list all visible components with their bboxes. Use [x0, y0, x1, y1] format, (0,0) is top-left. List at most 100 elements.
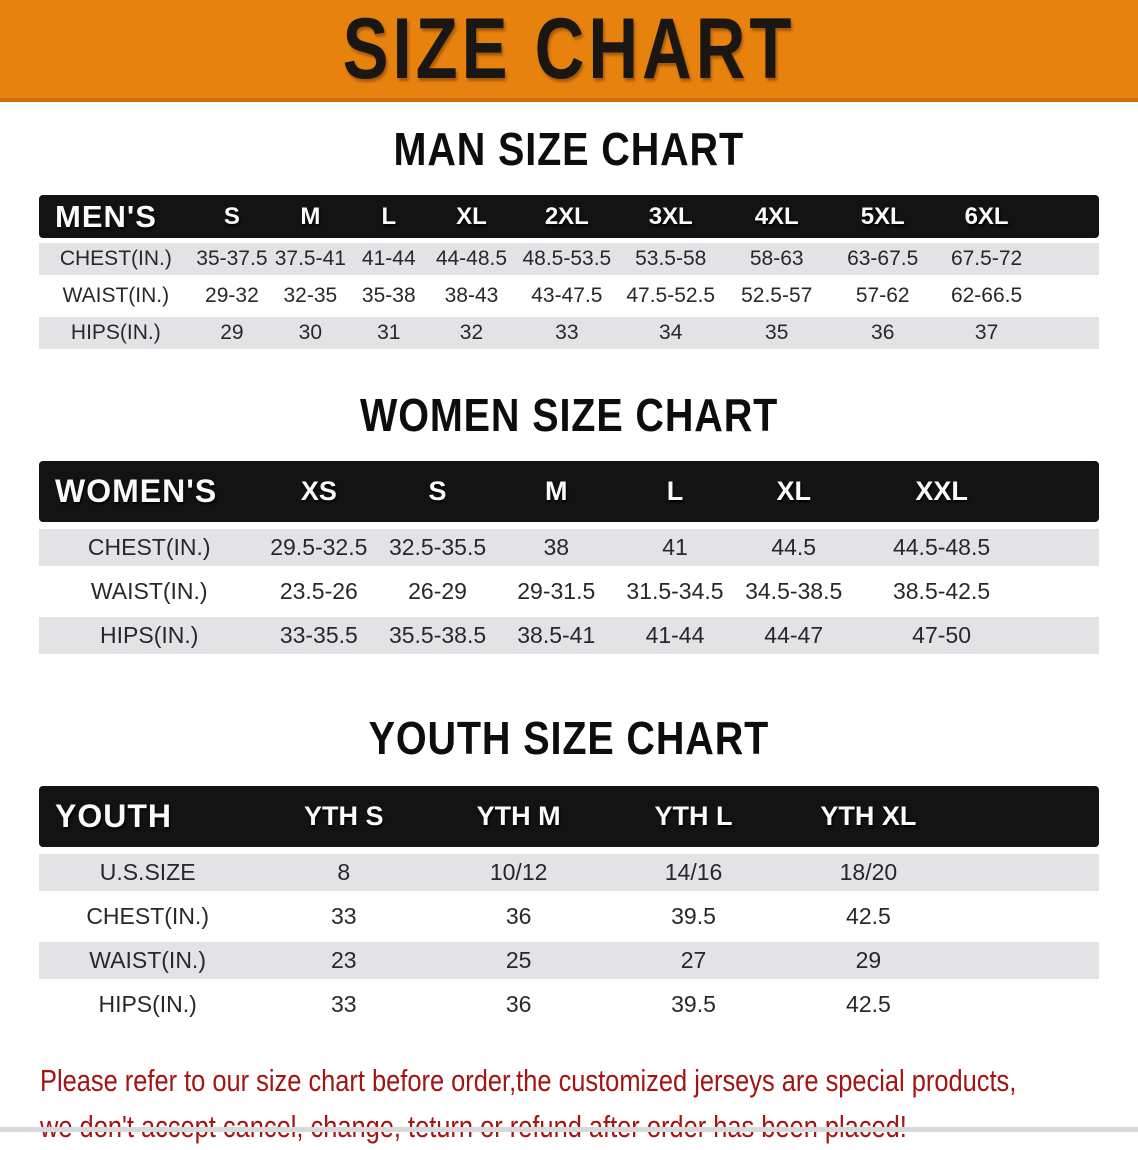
row-label: CHEST(IN.) [39, 529, 259, 566]
youth-group-label: YOUTH [39, 786, 256, 847]
measurement-value: 29 [193, 317, 271, 349]
size-column-header: 4XL [723, 195, 831, 238]
measurement-value: 41-44 [350, 243, 428, 275]
measurement-value: 57-62 [831, 280, 935, 312]
measurement-value: 34.5-38.5 [734, 573, 853, 610]
measurement-value: 44-47 [734, 617, 853, 654]
measurement-value: 38.5-42.5 [853, 573, 1030, 610]
banner-title: SIZE CHART [343, 0, 796, 99]
disclaimer-line-1: Please refer to our size chart before or… [40, 1058, 940, 1104]
size-column-header: 3XL [619, 195, 723, 238]
men-group-label: MEN'S [39, 195, 193, 238]
header-filler-cell [1030, 461, 1099, 522]
measurement-value: 62-66.5 [935, 280, 1039, 312]
measurement-value: 35-38 [350, 280, 428, 312]
measurement-value: 37 [935, 317, 1039, 349]
row-filler-cell [956, 986, 1099, 1023]
measurement-value: 47.5-52.5 [619, 280, 723, 312]
measurement-value: 34 [619, 317, 723, 349]
row-filler-cell [1030, 573, 1099, 610]
youth-section-heading: YOUTH SIZE CHART [0, 713, 1138, 763]
men-section-heading: MAN SIZE CHART [0, 124, 1138, 174]
row-label: U.S.SIZE [39, 854, 256, 891]
row-filler-cell [956, 942, 1099, 979]
row-filler-cell [1030, 529, 1099, 566]
measurement-value: 33 [256, 986, 431, 1023]
measurement-value: 31 [350, 317, 428, 349]
size-column-header: S [378, 461, 497, 522]
size-column-header: L [616, 461, 735, 522]
row-label: WAIST(IN.) [39, 573, 259, 610]
size-column-header: YTH S [256, 786, 431, 847]
row-label: WAIST(IN.) [39, 942, 256, 979]
disclaimer-text: Please refer to our size chart before or… [40, 1058, 1138, 1150]
size-column-header: 2XL [515, 195, 619, 238]
measurement-value: 39.5 [606, 898, 781, 935]
measurement-value: 41-44 [616, 617, 735, 654]
measurement-value: 39.5 [606, 986, 781, 1023]
measurement-value: 38 [497, 529, 616, 566]
measurement-value: 32.5-35.5 [378, 529, 497, 566]
measurement-value: 18/20 [781, 854, 956, 891]
row-filler-cell [956, 854, 1099, 891]
size-column-header: M [271, 195, 349, 238]
women-section-heading: WOMEN SIZE CHART [0, 390, 1138, 440]
row-filler-cell [1039, 243, 1099, 275]
header-filler-cell [956, 786, 1099, 847]
size-column-header: S [193, 195, 271, 238]
measurement-value: 10/12 [431, 854, 606, 891]
size-column-header: L [350, 195, 428, 238]
measurement-value: 44-48.5 [428, 243, 515, 275]
measurement-value: 27 [606, 942, 781, 979]
measurement-value: 31.5-34.5 [616, 573, 735, 610]
size-column-header: XS [259, 461, 378, 522]
measurement-value: 36 [431, 986, 606, 1023]
measurement-value: 23.5-26 [259, 573, 378, 610]
image-bottom-edge [0, 1127, 1138, 1132]
row-label: HIPS(IN.) [39, 986, 256, 1023]
measurement-value: 35-37.5 [193, 243, 271, 275]
row-label: CHEST(IN.) [39, 243, 193, 275]
measurement-value: 41 [616, 529, 735, 566]
measurement-value: 33 [256, 898, 431, 935]
size-column-header: XL [734, 461, 853, 522]
measurement-value: 35.5-38.5 [378, 617, 497, 654]
size-column-header: YTH M [431, 786, 606, 847]
measurement-value: 44.5 [734, 529, 853, 566]
measurement-value: 26-29 [378, 573, 497, 610]
measurement-value: 35 [723, 317, 831, 349]
measurement-value: 32 [428, 317, 515, 349]
measurement-value: 36 [831, 317, 935, 349]
row-filler-cell [1039, 317, 1099, 349]
measurement-value: 37.5-41 [271, 243, 349, 275]
measurement-value: 58-63 [723, 243, 831, 275]
row-filler-cell [1030, 617, 1099, 654]
size-column-header: 5XL [831, 195, 935, 238]
row-label: HIPS(IN.) [39, 317, 193, 349]
size-column-header: XXL [853, 461, 1030, 522]
measurement-value: 48.5-53.5 [515, 243, 619, 275]
size-column-header: M [497, 461, 616, 522]
measurement-value: 30 [271, 317, 349, 349]
measurement-value: 36 [431, 898, 606, 935]
size-chart-banner: SIZE CHART [0, 0, 1138, 102]
measurement-value: 25 [431, 942, 606, 979]
measurement-value: 53.5-58 [619, 243, 723, 275]
measurement-value: 29.5-32.5 [259, 529, 378, 566]
measurement-value: 33 [515, 317, 619, 349]
